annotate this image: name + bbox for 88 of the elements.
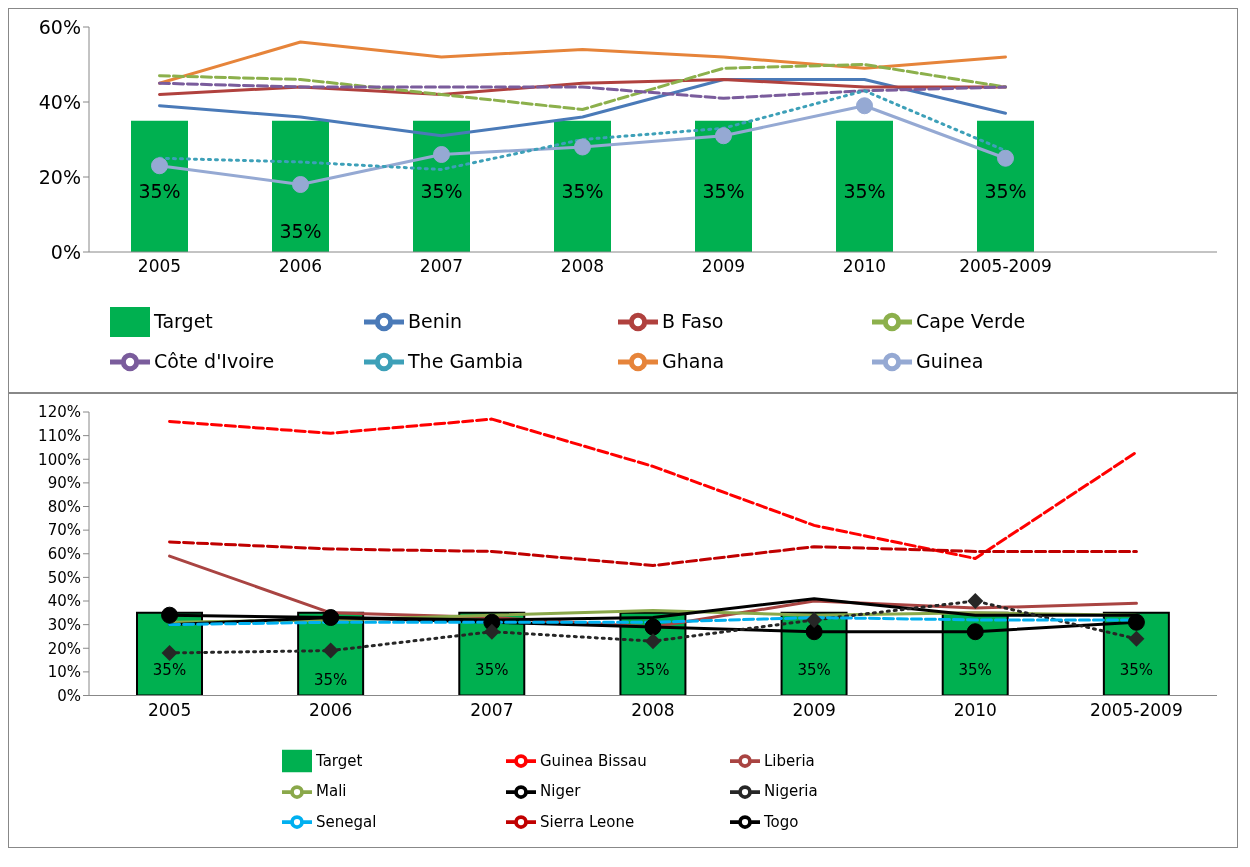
point [151,157,168,175]
y-tick-label: 20% [47,639,81,658]
point [645,633,661,650]
y-tick-label: 10% [47,663,81,682]
x-tick-label: 2005 [137,256,182,277]
point [644,618,662,636]
point [574,138,591,156]
point [483,623,500,640]
x-tick-label: 2008 [631,699,675,720]
y-tick-label: 0% [57,686,81,705]
line-series [168,540,1138,568]
legend-label: Guinea Bissau [540,750,648,772]
data-label: 35% [561,180,604,203]
y-tick-label: 40% [47,592,81,611]
legend-label: Benin [408,308,464,334]
legend-label: Nigeria [764,781,819,802]
y-tick-label: 60% [47,545,81,564]
legend-label: B Faso [662,308,725,334]
data-label: 35% [313,671,348,690]
y-tick-label: 80% [47,497,81,516]
legend-label: Sierra Leone [540,811,636,833]
legend-label: Ghana [662,348,726,374]
legend-label: Niger [540,781,582,802]
point [966,623,984,641]
y-tick-label: 100% [38,450,81,469]
point [715,127,732,145]
point [322,642,339,659]
point [1128,630,1145,647]
point [433,146,450,163]
y-tick-label: 40% [38,90,81,113]
y-tick-label: 110% [38,426,81,445]
legend-label: Guinea [916,348,985,374]
x-tick-label: 2009 [792,699,836,720]
data-label: 35% [420,180,463,203]
data-label: 35% [702,180,745,203]
point [856,97,873,115]
y-tick-label: 50% [47,568,81,587]
data-label: 35% [138,180,181,203]
data-label: 35% [797,661,831,680]
legend-label: Target [316,750,364,772]
data-label: 35% [958,661,992,680]
x-tick-label: 2007 [470,699,514,720]
line-series [158,81,1007,100]
point [161,644,178,661]
x-tick-label: 2005-2009 [959,256,1052,277]
legend-label: Togo [764,811,800,833]
x-tick-label: 2010 [842,256,887,277]
line-series [158,63,1007,111]
x-tick-label: 2008 [560,256,605,277]
x-tick-label: 2005 [147,699,192,720]
y-tick-label: 120% [38,403,81,422]
point [292,176,309,193]
legend-label: Target [154,308,214,334]
point [967,593,984,609]
data-label: 35% [1119,661,1154,680]
y-tick-label: 90% [47,474,81,493]
x-tick-label: 2009 [701,256,746,277]
y-tick-label: 70% [47,521,81,540]
data-label: 35% [843,180,886,203]
y-tick-label: 20% [38,165,81,188]
point [1127,613,1145,631]
line-series [158,78,1007,138]
legend-label: Cape Verde [916,308,1027,334]
y-tick-label: 60% [38,15,81,38]
legend-label: Senegal [316,811,378,833]
x-tick-label: 2010 [953,699,997,720]
data-label: 35% [475,661,509,680]
line-series [168,417,1138,560]
y-tick-label: 0% [50,240,81,263]
x-tick-label: 2005-2009 [1090,699,1183,720]
x-tick-label: 2006 [309,699,353,720]
legend-label: Liberia [764,750,816,772]
x-tick-label: 2007 [419,256,464,277]
legend-label: Mali [316,781,348,802]
point [806,611,823,628]
legend-label: Côte d'Ivoire [154,348,276,374]
legend-label: The Gambia [408,348,525,374]
point [161,606,179,624]
data-label: 35% [984,180,1027,203]
y-tick-label: 30% [47,615,81,634]
line-series [158,40,1007,85]
data-label: 35% [636,661,670,680]
data-label: 35% [279,220,322,243]
point [997,149,1014,167]
point [805,623,823,641]
point [322,609,340,627]
x-tick-label: 2006 [278,256,323,277]
data-label: 35% [152,661,187,680]
